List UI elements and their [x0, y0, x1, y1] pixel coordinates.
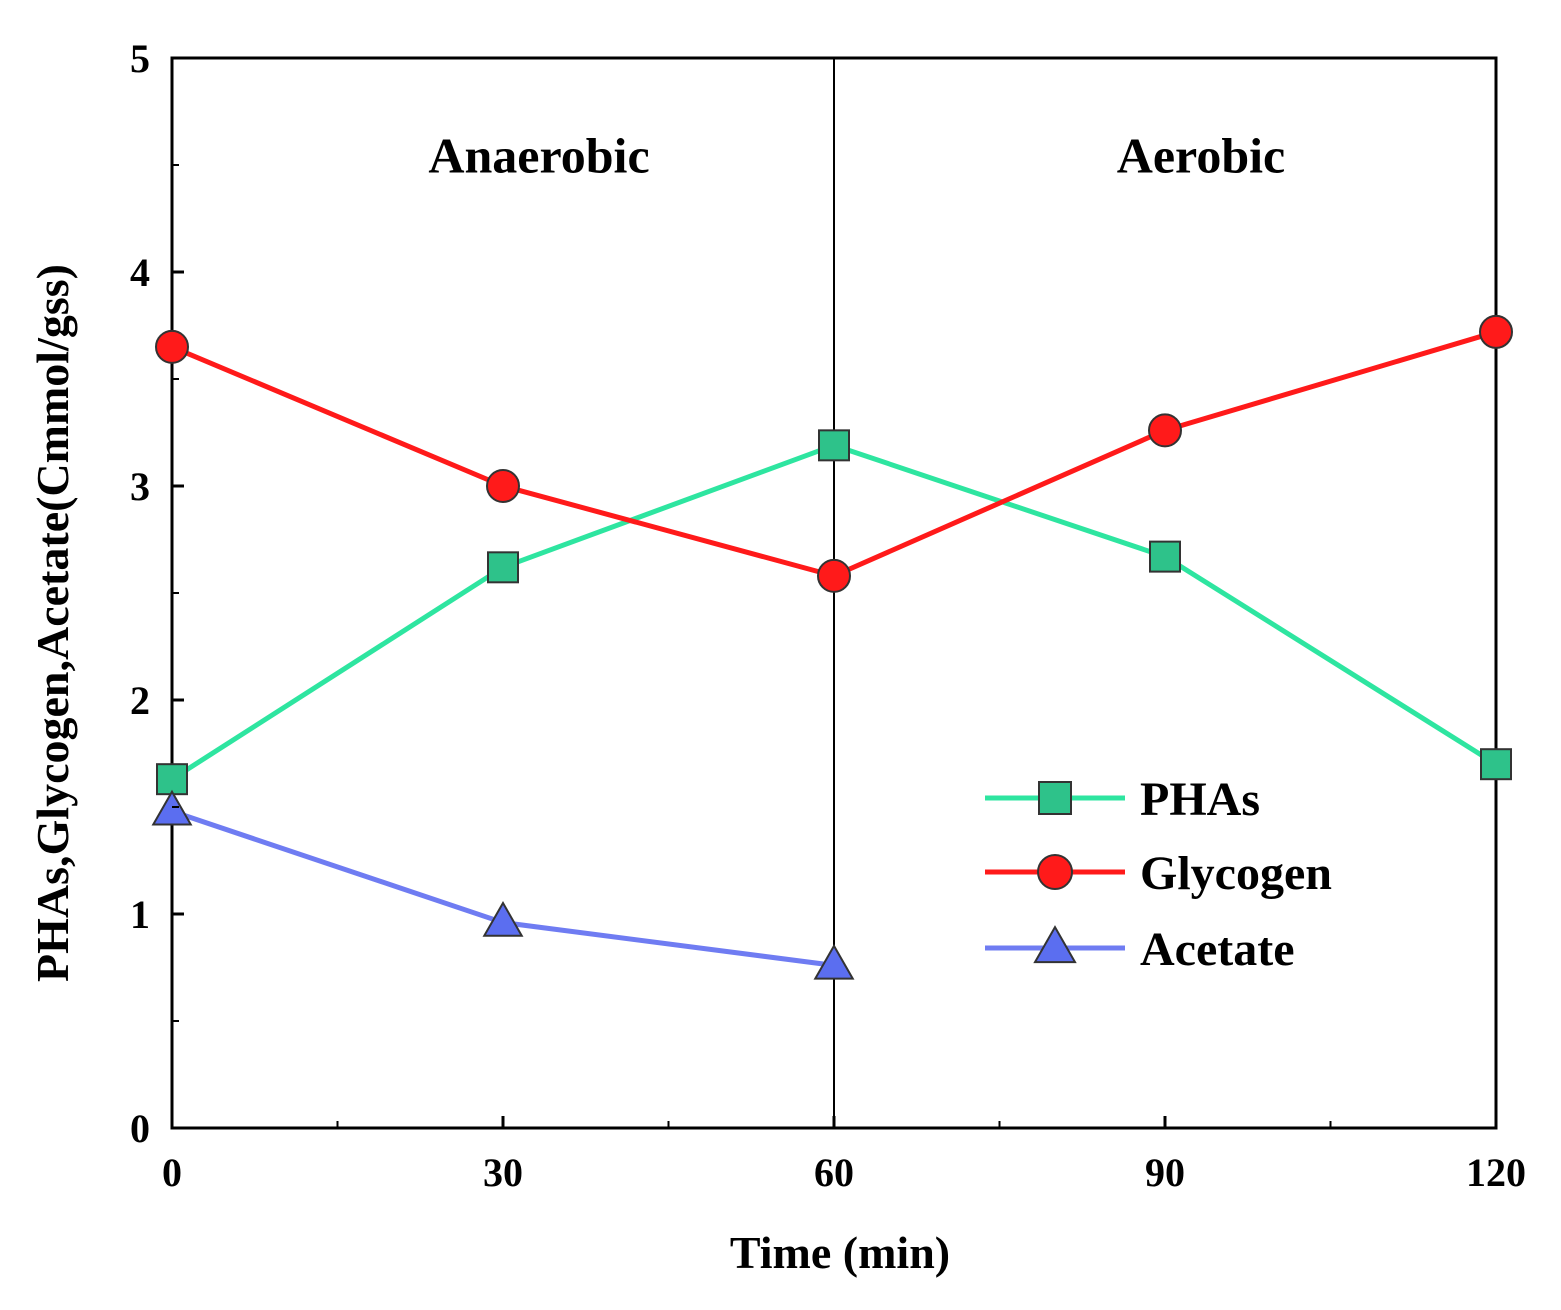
legend-label-glycogen: Glycogen — [1140, 847, 1332, 900]
data-point-phas — [818, 429, 850, 462]
legend-marker-acetate — [1033, 925, 1077, 964]
y-tick-label: 2 — [130, 678, 150, 723]
y-tick-label: 4 — [130, 250, 150, 295]
data-point-acetate — [482, 901, 524, 937]
x-axis-title: Time (min) — [730, 1227, 950, 1278]
data-point-acetate — [151, 789, 193, 826]
y-axis-title: PHAs,Glycogen,Acetate(Cmmol/gss) — [27, 264, 78, 982]
x-tick-label: 30 — [483, 1150, 523, 1195]
x-tick-label: 120 — [1466, 1150, 1526, 1195]
y-tick-label: 1 — [130, 892, 150, 937]
legend-label-phas: PHAs — [1140, 773, 1260, 826]
data-point-phas — [156, 763, 188, 796]
legend-marker-glycogen — [1037, 854, 1073, 890]
legend-marker-phas — [1038, 781, 1072, 815]
data-point-phas — [487, 551, 519, 584]
data-point-glycogen — [1148, 413, 1182, 448]
x-tick-label: 60 — [814, 1150, 854, 1195]
y-tick-label: 0 — [130, 1106, 150, 1151]
data-point-glycogen — [155, 329, 189, 364]
y-tick-label: 5 — [130, 36, 150, 81]
x-tick-label: 0 — [162, 1150, 182, 1195]
phase-label: Aerobic — [1117, 127, 1285, 183]
legend-label-acetate: Acetate — [1140, 923, 1295, 976]
data-point-acetate — [813, 943, 855, 980]
y-tick-label: 3 — [130, 464, 150, 509]
data-point-phas — [1149, 540, 1181, 573]
data-point-glycogen — [817, 558, 851, 593]
data-point-glycogen — [486, 469, 520, 503]
x-tick-label: 90 — [1145, 1150, 1185, 1195]
phase-label: Anaerobic — [428, 127, 649, 183]
data-point-glycogen — [1479, 314, 1513, 349]
series-line-acetate — [171, 808, 835, 968]
data-point-phas — [1480, 748, 1512, 781]
